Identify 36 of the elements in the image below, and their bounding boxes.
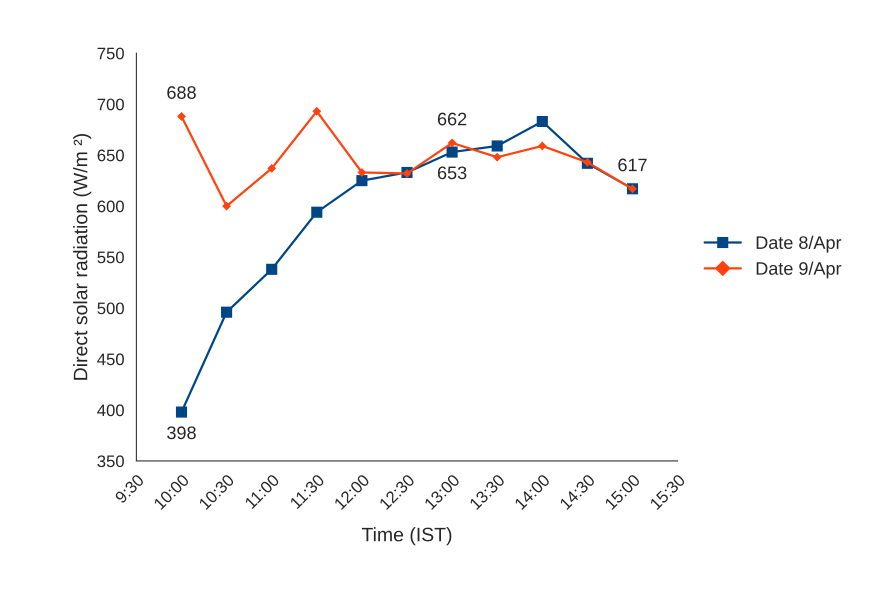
data-label: 617 xyxy=(618,158,647,172)
point xyxy=(538,142,547,150)
y-tick-label: 600 xyxy=(98,200,124,212)
data-label: 398 xyxy=(167,426,196,440)
point xyxy=(448,138,457,148)
y-axis-title: Direct solar radiation (W/m ²) xyxy=(73,134,92,380)
point xyxy=(492,152,502,162)
data-label: 662 xyxy=(438,112,466,126)
point xyxy=(267,164,276,173)
point xyxy=(312,106,322,116)
x-tick-label: 9:30 xyxy=(114,474,145,504)
point xyxy=(222,202,232,211)
data-label: 653 xyxy=(438,166,466,180)
y-tick-label: 550 xyxy=(97,251,124,264)
y-tick-label: 450 xyxy=(97,353,124,366)
point xyxy=(221,306,232,318)
point xyxy=(356,175,368,186)
legend-label: Date 9/Apr xyxy=(756,262,842,278)
y-tick-label: 500 xyxy=(97,302,124,314)
point xyxy=(266,264,278,275)
point xyxy=(402,169,412,178)
point xyxy=(311,206,322,218)
y-tick-label: 700 xyxy=(98,98,124,110)
point xyxy=(357,168,366,177)
point xyxy=(177,112,186,121)
point xyxy=(536,116,548,128)
point xyxy=(176,406,188,418)
x-axis-title: Time (IST) xyxy=(362,527,452,546)
data-label: 688 xyxy=(167,86,196,99)
y-tick-label: 350 xyxy=(97,455,124,468)
point xyxy=(492,140,503,152)
y-tick-label: 750 xyxy=(98,48,124,60)
legend-label: Date 8/Apr xyxy=(756,236,842,253)
y-tick-label: 650 xyxy=(98,150,124,162)
point xyxy=(446,146,458,158)
y-tick-label: 400 xyxy=(97,404,124,416)
